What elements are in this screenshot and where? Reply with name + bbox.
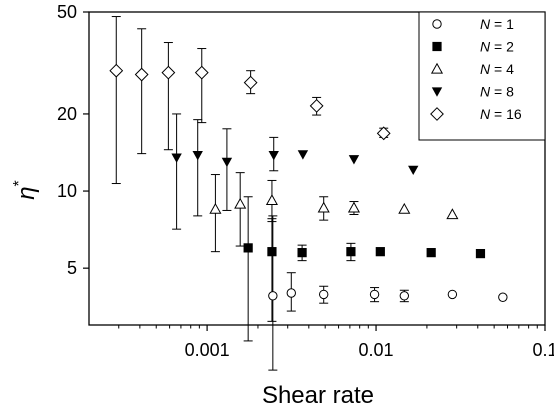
legend-box bbox=[418, 11, 546, 141]
legend-marker bbox=[432, 19, 442, 29]
data-point bbox=[209, 202, 222, 214]
data-point bbox=[243, 75, 258, 90]
legend-label: N = 1 bbox=[480, 16, 514, 32]
data-point bbox=[297, 248, 307, 258]
data-point bbox=[267, 247, 277, 257]
data-point bbox=[134, 67, 149, 82]
y-tick-label: 20 bbox=[57, 104, 77, 124]
plot-frame bbox=[88, 11, 546, 326]
x-tick-label: 0.001 bbox=[185, 340, 230, 360]
data-point bbox=[348, 155, 360, 165]
data-point bbox=[194, 65, 209, 80]
y-axis-title-superscript: * bbox=[11, 180, 28, 186]
data-point bbox=[408, 165, 419, 176]
data-point bbox=[447, 289, 458, 300]
data-point bbox=[234, 197, 247, 209]
data-point bbox=[347, 201, 361, 213]
data-point bbox=[309, 98, 324, 113]
data-point bbox=[161, 65, 176, 80]
data-point bbox=[346, 247, 356, 257]
data-point bbox=[109, 63, 124, 78]
legend-label: N = 8 bbox=[480, 84, 514, 100]
y-tick-label: 50 bbox=[57, 2, 77, 22]
data-point bbox=[243, 243, 253, 253]
x-axis-title: Shear rate bbox=[262, 382, 374, 409]
data-point bbox=[297, 150, 309, 160]
x-tick-label: 0.1 bbox=[532, 340, 554, 360]
data-point bbox=[446, 208, 459, 220]
data-point bbox=[369, 289, 380, 300]
x-tick-label: 0.01 bbox=[359, 340, 394, 360]
data-point bbox=[475, 248, 486, 259]
data-point bbox=[498, 292, 508, 302]
legend-marker bbox=[432, 41, 442, 52]
legend-marker bbox=[430, 107, 444, 121]
data-point bbox=[398, 202, 411, 214]
y-tick-label: 10 bbox=[57, 181, 77, 201]
legend-marker bbox=[430, 62, 444, 74]
data-point bbox=[286, 288, 296, 298]
plot-area: 0.001 0.01 0.1 5 10 20 50 bbox=[57, 2, 554, 371]
data-point bbox=[426, 248, 436, 258]
data-point bbox=[317, 201, 330, 213]
data-point bbox=[268, 291, 278, 301]
data-point bbox=[375, 247, 385, 257]
data-point bbox=[265, 194, 278, 205]
data-point bbox=[192, 151, 203, 161]
y-axis-title-symbol: η bbox=[13, 186, 40, 199]
y-tick-label: 5 bbox=[67, 258, 77, 278]
legend-label: N = 16 bbox=[480, 106, 522, 122]
data-point bbox=[399, 291, 410, 301]
data-point bbox=[376, 126, 391, 141]
svg-text:η*: η* bbox=[11, 180, 40, 200]
legend: N = 1 N = 2 N = 4 N = 8 N = 16 bbox=[418, 11, 546, 141]
data-point bbox=[268, 151, 279, 161]
legend-label: N = 4 bbox=[480, 61, 514, 77]
data-point bbox=[171, 153, 182, 163]
data-point bbox=[221, 157, 233, 168]
legend-label: N = 2 bbox=[480, 39, 514, 55]
y-axis-title: η* bbox=[11, 180, 40, 200]
legend-marker bbox=[431, 87, 443, 97]
data-point bbox=[319, 289, 329, 300]
